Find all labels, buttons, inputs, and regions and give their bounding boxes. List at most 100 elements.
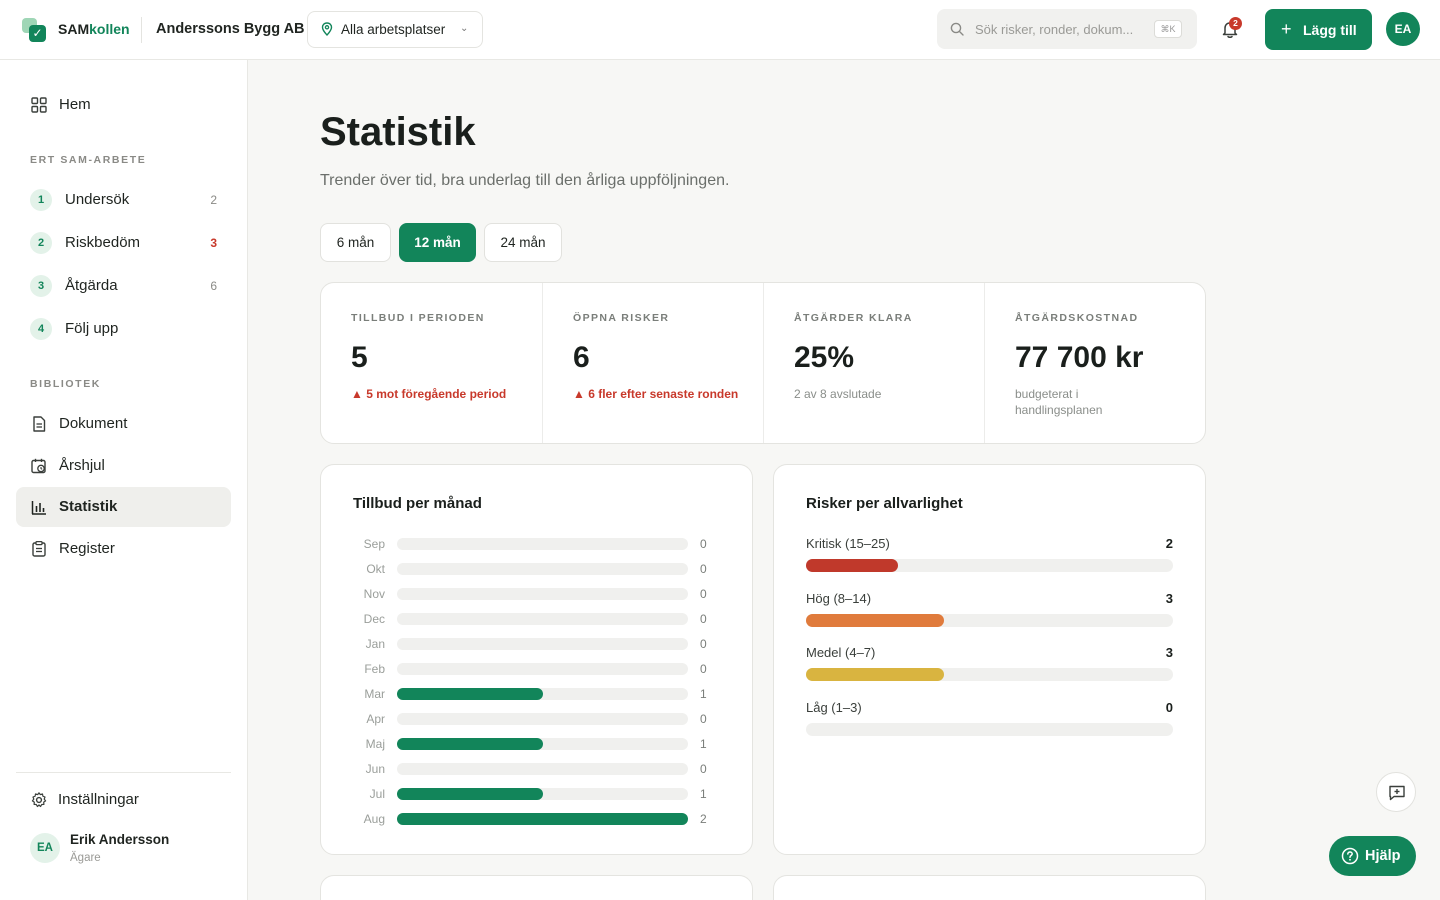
- clipboard-icon: [32, 540, 46, 557]
- sidebar-item-statistik[interactable]: Statistik: [16, 487, 231, 527]
- month-label: Feb: [364, 662, 385, 676]
- user-avatar[interactable]: EA: [1386, 12, 1420, 46]
- step-number: 2: [30, 232, 52, 254]
- search-input[interactable]: [975, 19, 1145, 39]
- sidebar-item-label: Årshjul: [59, 457, 105, 474]
- bar: [806, 559, 898, 572]
- bar-value: 2: [700, 812, 707, 826]
- bar-track: [397, 813, 688, 825]
- month-label: Okt: [366, 562, 385, 576]
- chart-row: Mar 1: [321, 684, 751, 704]
- notification-badge: 2: [1229, 17, 1242, 30]
- kpi-value: 25%: [794, 341, 855, 374]
- severity-value: 3: [1165, 590, 1173, 606]
- bar-track: [806, 668, 1173, 681]
- kpi-panel: TILLBUD I PERIODEN 5 ▲ 5 mot föregående …: [320, 282, 1206, 444]
- page-title: Statistik: [320, 110, 476, 154]
- bar-track: [397, 738, 688, 750]
- bar-value: 0: [700, 662, 707, 676]
- sidebar-item-settings[interactable]: Inställningar: [16, 780, 231, 820]
- kpi-label: ÅTGÄRDER KLARA: [794, 312, 913, 324]
- calendar-clock-icon: [31, 458, 46, 474]
- bar-value: 1: [700, 787, 707, 801]
- period-12-months[interactable]: 12 mån: [399, 223, 476, 262]
- chart-row: Jun 0: [321, 759, 751, 779]
- location-pin-icon: [321, 22, 333, 36]
- bar-value: 0: [700, 612, 707, 626]
- company-name: Anderssons Bygg AB: [156, 21, 305, 37]
- period-24-months[interactable]: 24 mån: [484, 223, 562, 262]
- month-label: Dec: [363, 612, 385, 626]
- bar-track: [397, 538, 688, 550]
- avatar: EA: [30, 833, 60, 863]
- sidebar-item-arshjul[interactable]: Årshjul: [16, 446, 231, 486]
- kpi-label: ÖPPNA RISKER: [573, 312, 670, 324]
- chart-title: Risker per allvarlighet: [806, 495, 963, 512]
- chart-row: Jan 0: [321, 634, 751, 654]
- kpi-open-risks: ÖPPNA RISKER 6 ▲ 6 fler efter senaste ro…: [542, 283, 763, 443]
- step-number: 4: [30, 318, 52, 340]
- brand-name: SAMkollen: [58, 21, 130, 37]
- bar-track: [397, 563, 688, 575]
- severity-label: Kritisk (15–25): [806, 536, 890, 551]
- add-button[interactable]: + Lägg till: [1265, 9, 1372, 50]
- page-subtitle: Trender över tid, bra underlag till den …: [320, 172, 730, 189]
- month-label: Jun: [365, 762, 385, 776]
- sidebar-step-atgarda[interactable]: 3 Åtgärda 6: [16, 266, 231, 306]
- search-shortcut: ⌘K: [1154, 20, 1182, 38]
- workplace-select[interactable]: Alla arbetsplatser ⌄: [307, 11, 483, 48]
- kpi-note: 2 av 8 avslutade: [794, 387, 882, 401]
- gear-icon: [31, 792, 47, 808]
- bar: [397, 688, 543, 700]
- section-title-work: ERT SAM-ARBETE: [30, 154, 147, 166]
- sidebar-step-riskbedom[interactable]: 2 Riskbedöm 3: [16, 223, 231, 263]
- step-label: Riskbedöm: [65, 234, 141, 251]
- bar-track: [397, 638, 688, 650]
- add-button-label: Lägg till: [1303, 21, 1357, 38]
- sidebar-item-label: Dokument: [59, 415, 128, 432]
- feedback-button[interactable]: [1376, 772, 1416, 812]
- section-title-library: BIBLIOTEK: [30, 378, 101, 390]
- chart-row: Dec 0: [321, 609, 751, 629]
- period-6-months[interactable]: 6 mån: [320, 223, 391, 262]
- sidebar-item-dokument[interactable]: Dokument: [16, 404, 231, 444]
- kpi-label: ÅTGÄRDSKOSTNAD: [1015, 312, 1139, 324]
- kpi-actions-done: ÅTGÄRDER KLARA 25% 2 av 8 avslutade: [763, 283, 984, 443]
- bar-track: [397, 713, 688, 725]
- logo-icon: ✓: [22, 18, 46, 42]
- plus-icon: +: [1281, 19, 1292, 39]
- notifications-button[interactable]: 2: [1219, 17, 1242, 40]
- sidebar-item-label: Hem: [59, 96, 91, 113]
- user-name: Erik Andersson: [70, 832, 170, 847]
- chart-row: Maj 1: [321, 734, 751, 754]
- document-icon: [33, 416, 46, 432]
- search-icon: [950, 22, 964, 36]
- kpi-note: ▲ 6 fler efter senaste ronden: [573, 387, 739, 401]
- bar: [806, 613, 944, 627]
- chart-row: Sep 0: [321, 534, 751, 554]
- bar-value: 0: [700, 637, 707, 651]
- help-button[interactable]: Hjälp: [1329, 836, 1416, 876]
- chart-row: Jul 1: [321, 784, 751, 804]
- month-label: Aug: [363, 812, 385, 826]
- sidebar-step-undersok[interactable]: 1 Undersök 2: [16, 180, 231, 220]
- kpi-value: 5: [351, 341, 368, 374]
- bar-track: [806, 559, 1173, 572]
- workplace-label: Alla arbetsplatser: [341, 22, 446, 37]
- help-label: Hjälp: [1365, 848, 1401, 864]
- bar-value: 0: [700, 562, 707, 576]
- severity-label: Medel (4–7): [806, 645, 876, 660]
- bar: [397, 788, 543, 800]
- sidebar-item-home[interactable]: Hem: [16, 85, 231, 125]
- sidebar-step-folj-upp[interactable]: 4 Följ upp: [16, 309, 231, 349]
- chart-row: Okt 0: [321, 559, 751, 579]
- chart-row: Aug 2: [321, 809, 751, 829]
- sidebar-item-register[interactable]: Register: [16, 529, 231, 569]
- header-divider: [141, 17, 142, 43]
- bar-value: 1: [700, 687, 707, 701]
- search-box[interactable]: ⌘K: [937, 9, 1197, 49]
- bar-value: 0: [700, 537, 707, 551]
- kpi-value: 6: [573, 341, 590, 374]
- severity-row: Kritisk (15–25) 2: [806, 536, 1173, 580]
- bar-track: [397, 763, 688, 775]
